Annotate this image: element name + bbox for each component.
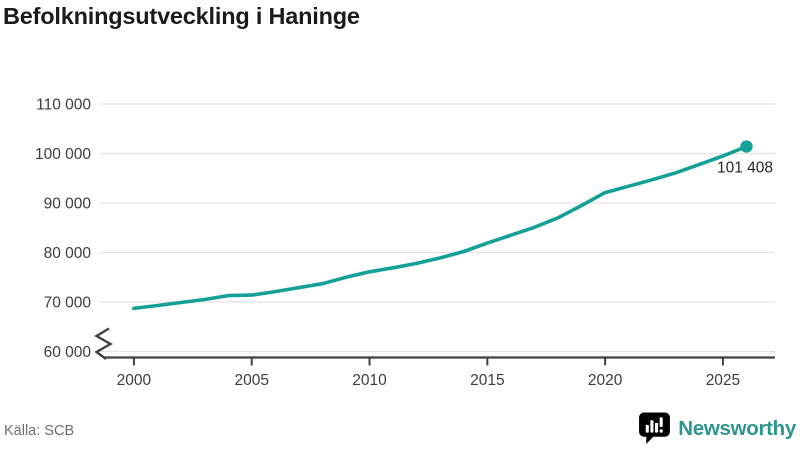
population-line <box>132 144 749 311</box>
population-line-chart: 60 000 70 000 80 000 90 000 100 000 110 000 20… <box>35 97 775 389</box>
newsworthy-wordmark: Newsworthy <box>678 416 796 440</box>
x-tick-label: 2010 <box>352 372 387 389</box>
x-tick-label: 2025 <box>706 372 740 389</box>
x-tick-label: 2020 <box>588 372 623 389</box>
end-point-marker <box>740 140 753 153</box>
y-tick-label: 100 000 <box>35 146 91 163</box>
y-tick-label: 70 000 <box>44 295 92 312</box>
x-tick-label: 2005 <box>234 372 268 389</box>
x-tick-label: 2015 <box>470 372 504 389</box>
newsworthy-bubble-chart-icon <box>639 412 671 444</box>
newsworthy-logo: Newsworthy <box>638 411 796 446</box>
x-tick-label: 2000 <box>117 372 152 389</box>
y-tick-label: 60 000 <box>44 344 92 361</box>
y-axis-break-icon <box>94 327 113 360</box>
source-note: Källa: SCB <box>4 423 75 439</box>
chart-title: Befolkningsutveckling i Haninge <box>3 3 360 29</box>
y-tick-label: 90 000 <box>44 196 92 213</box>
y-tick-label: 80 000 <box>44 245 92 262</box>
y-tick-label: 110 000 <box>36 97 91 114</box>
end-value-label: 101 408 <box>717 160 773 177</box>
